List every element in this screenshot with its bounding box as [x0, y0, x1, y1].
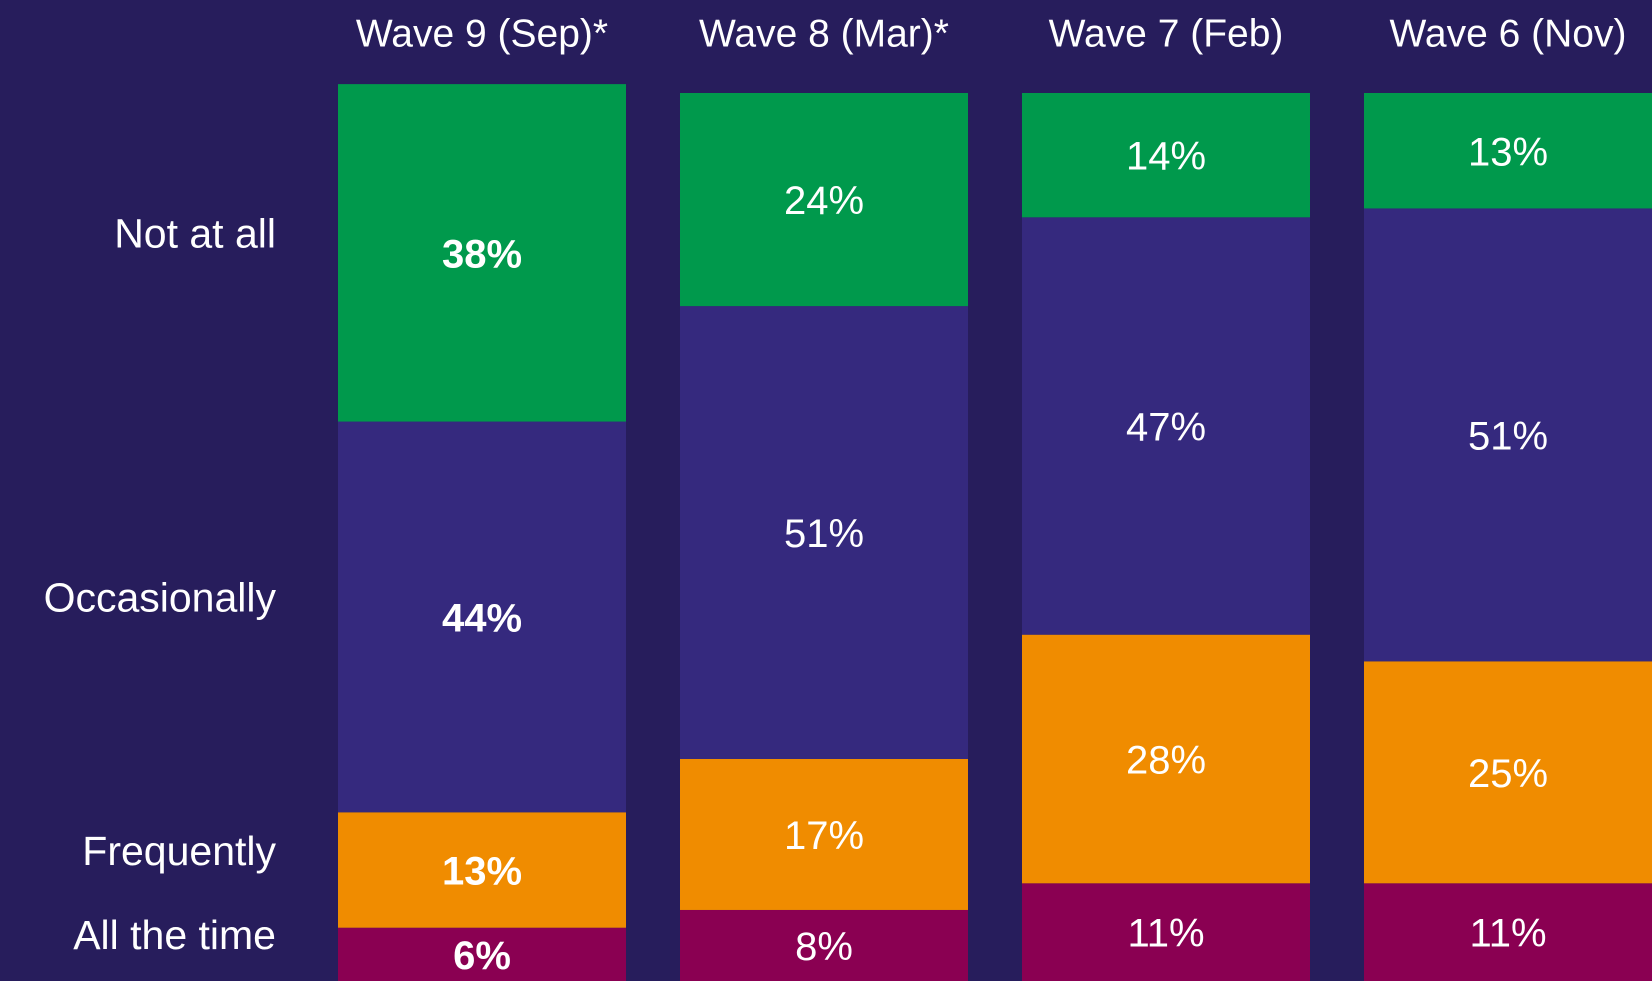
value-label: 44% [442, 596, 522, 640]
bar-segment [680, 93, 968, 307]
value-label: 47% [1126, 406, 1206, 450]
bar-segment [1022, 217, 1310, 635]
value-label: 17% [784, 814, 864, 858]
bar-segment [1022, 634, 1310, 884]
value-label: 28% [1126, 739, 1206, 783]
value-label: 13% [1468, 130, 1548, 174]
value-label: 6% [453, 934, 511, 978]
value-label: 38% [442, 232, 522, 276]
value-label: 13% [442, 850, 522, 894]
legend-label: Not at all [114, 211, 276, 257]
bar-segment [680, 306, 968, 759]
value-label: 11% [1469, 912, 1546, 956]
category-label: Wave 6 (Nov) [1390, 12, 1627, 55]
bar-segment [338, 927, 626, 981]
value-label: 14% [1126, 135, 1206, 179]
bar-segment [680, 909, 968, 981]
legend-label: All the time [73, 912, 276, 958]
bar-segment [680, 759, 968, 910]
value-label: 51% [1468, 414, 1548, 458]
bar-segment [1364, 93, 1652, 209]
bar-segment [1364, 208, 1652, 662]
bar-segment [1022, 883, 1310, 981]
legend-label: Frequently [82, 828, 276, 874]
bar-segment [1364, 883, 1652, 981]
category-label: Wave 8 (Mar)* [699, 12, 949, 55]
bar-segment [1022, 93, 1310, 218]
bar-segment [338, 812, 626, 928]
value-label: 11% [1127, 912, 1204, 956]
category-label: Wave 7 (Feb) [1049, 12, 1284, 55]
value-label: 8% [795, 925, 853, 969]
value-label: 24% [784, 179, 864, 223]
category-label: Wave 9 (Sep)* [356, 12, 608, 55]
value-label: 51% [784, 512, 864, 556]
bar-segment [338, 84, 626, 422]
bar-segment [338, 421, 626, 813]
legend-label: Occasionally [44, 575, 277, 621]
value-label: 25% [1468, 752, 1548, 796]
bar-segment [1364, 661, 1652, 884]
